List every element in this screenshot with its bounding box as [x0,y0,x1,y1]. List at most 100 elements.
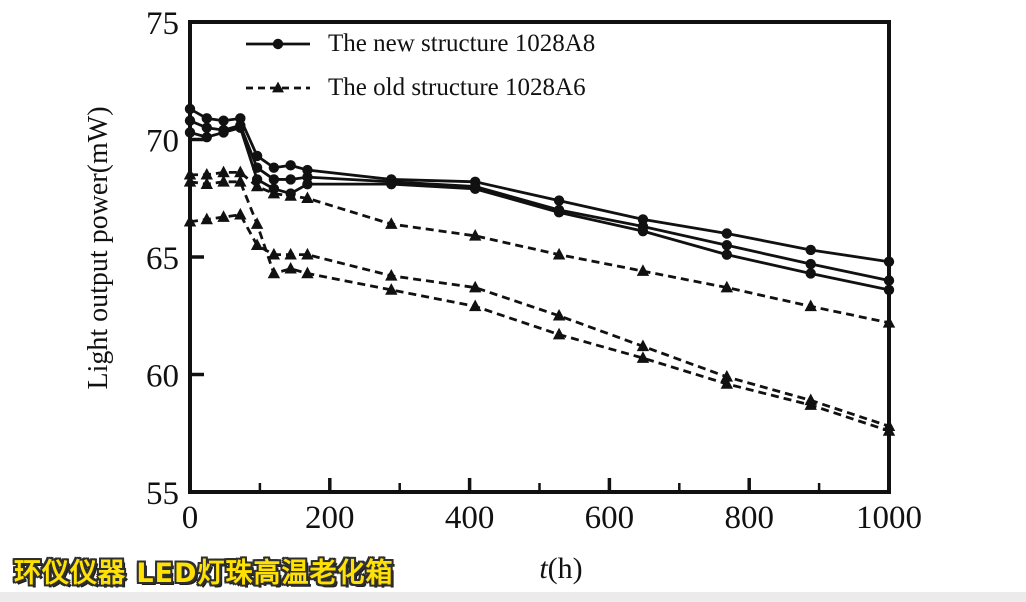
triangle-marker [882,419,896,431]
circle-marker [201,122,212,133]
series-new-structure-1028A8-sample3 [184,122,895,296]
legend-solid-circle-sample-icon [246,38,310,49]
triangle-marker [183,175,197,187]
circle-marker [883,275,895,286]
triangle-marker [284,247,297,260]
legend-label: The new structure 1028A8 [328,29,596,57]
legend-dashed-triangle-sample-icon [246,81,310,92]
x-axis-title-unit: (h) [547,552,583,585]
circle-marker [285,174,296,185]
x-tick-label: 400 [445,500,495,536]
legend-label: The old structure 1028A6 [328,73,586,101]
triangle-marker [234,175,247,187]
x-tick-label: 800 [724,500,774,536]
x-tick-label: 1000 [856,500,922,536]
triangle-marker [636,351,650,363]
triangle-marker [636,264,650,276]
triangle-marker [804,299,817,312]
x-axis-title-variable: t [539,552,548,585]
triangle-marker [200,212,213,225]
circle-marker [235,122,246,133]
circle-marker [386,178,397,190]
legend: The new structure 1028A8 The old structu… [246,26,595,105]
circle-marker [268,183,280,195]
circle-marker [805,244,816,256]
triangle-marker [720,377,734,389]
triangle-marker [217,210,230,222]
circle-marker [218,127,229,138]
circle-marker [201,113,212,124]
triangle-marker [301,247,314,260]
x-axis-title: t(h) [496,552,626,586]
watermark-text: 环仪仪器 LED灯珠高温老化箱 [14,558,394,589]
triangle-marker [267,247,281,260]
triangle-marker [636,339,650,352]
circle-marker [721,228,733,239]
triangle-marker [468,229,482,241]
legend-triangle-marker [272,81,284,92]
y-tick-label: 70 [146,123,179,159]
circle-marker [184,115,196,126]
circle-marker [268,174,280,185]
y-tick-label: 65 [146,241,179,277]
y-axis-title: Light output power(mW) [83,106,114,390]
circle-marker [302,178,313,190]
circle-marker [553,207,565,218]
circle-marker [218,115,229,126]
circle-marker [805,258,816,270]
triangle-marker [385,269,398,281]
x-tick-label: 0 [182,500,199,536]
triangle-marker [301,191,314,204]
series-line [189,180,890,433]
series-old-structure-1028A6-sample2 [183,175,896,436]
circle-marker [721,240,733,251]
circle-marker [721,249,733,260]
circle-marker [285,188,296,199]
series-line [189,107,890,264]
triangle-marker [301,266,314,279]
circle-marker [637,225,649,237]
triangle-marker [250,179,264,192]
triangle-marker [234,165,247,178]
circle-marker [805,268,816,279]
circle-marker [883,256,895,267]
triangle-marker [250,217,264,229]
y-tick-label: 55 [146,476,179,512]
x-tick-label: 600 [585,500,635,536]
y-tick-label: 75 [146,6,179,42]
bottom-strip [0,592,1026,602]
triangle-marker [552,308,566,321]
triangle-marker [468,299,482,312]
y-tick-label: 60 [146,358,179,394]
triangle-marker [217,175,230,187]
triangle-marker [234,207,247,220]
triangle-marker [385,217,398,229]
x-axis-ticks: 0 200 400 600 800 1000 [182,478,922,536]
series-old-structure-1028A6-sample1 [183,165,896,328]
triangle-marker [183,167,197,180]
triangle-marker [183,214,197,227]
triangle-marker [882,316,896,328]
circle-marker [201,131,212,143]
y-axis-ticks: 55 60 65 70 75 [146,6,204,512]
triangle-marker [200,167,213,180]
triangle-marker [552,247,566,260]
triangle-marker [385,283,398,295]
triangle-marker [720,370,734,382]
triangle-marker [468,280,482,293]
legend-entry-new-structure: The new structure 1028A8 [246,26,595,61]
triangle-marker [720,280,734,293]
triangle-marker [284,261,297,274]
x-tick-label: 200 [305,500,355,536]
series-line [189,213,890,428]
circle-marker [268,162,280,173]
series-old-structure-1028A6-sample3 [183,207,896,431]
circle-marker [184,127,196,138]
triangle-marker [250,238,264,251]
triangle-marker [217,165,230,178]
triangle-marker [200,177,213,189]
triangle-marker [804,393,817,406]
triangle-marker [552,327,566,340]
